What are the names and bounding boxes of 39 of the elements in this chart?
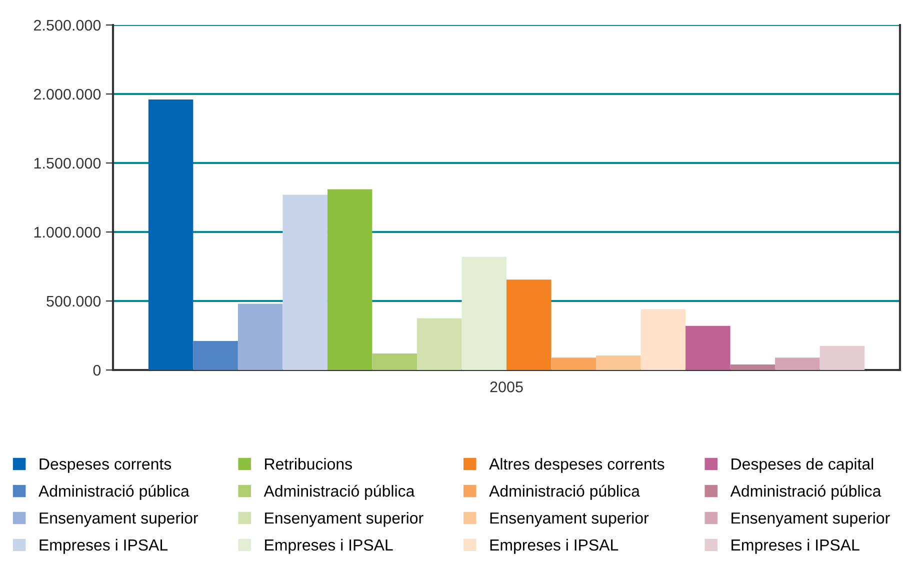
bar bbox=[551, 358, 596, 370]
legend-label: Despeses de capital bbox=[732, 458, 874, 473]
legend-label: Ensenyament superior bbox=[490, 512, 649, 527]
bar bbox=[416, 318, 462, 370]
bar bbox=[327, 189, 372, 370]
legend-label: Administració pública bbox=[38, 484, 190, 500]
bar bbox=[775, 358, 820, 370]
legend-label: Empreses i IPSAL bbox=[490, 538, 618, 554]
legend-label: Empreses i IPSAL bbox=[40, 538, 168, 554]
bar bbox=[148, 100, 194, 370]
bar bbox=[506, 280, 552, 370]
legend-label: Ensenyament superior bbox=[265, 512, 424, 527]
x-tick-label: 2005 bbox=[490, 382, 523, 392]
legend-label: Ensenyament superior bbox=[732, 512, 890, 527]
bar bbox=[193, 341, 238, 370]
bar bbox=[238, 304, 283, 370]
y-tick-label: 500.000 bbox=[46, 296, 101, 307]
bar bbox=[686, 326, 730, 370]
legend-label: Despeses corrents bbox=[40, 458, 172, 473]
legend-label: Administració pública bbox=[489, 484, 640, 500]
bar bbox=[820, 346, 865, 370]
legend-label: Retribucions bbox=[265, 458, 352, 470]
legend-label: Ensenyament superior bbox=[40, 512, 198, 527]
y-tick-label: 2.500.000 bbox=[34, 20, 101, 31]
y-tick-label: 1.500.000 bbox=[34, 158, 101, 169]
y-tick-label: 2.000.000 bbox=[34, 88, 101, 100]
y-tick-label: 0 bbox=[93, 364, 101, 376]
legend-label: Administració pública bbox=[264, 484, 415, 500]
y-tick-label: 1.000.000 bbox=[34, 226, 101, 238]
bar bbox=[462, 256, 506, 370]
legend-label: Empreses i IPSAL bbox=[732, 538, 860, 554]
legend-label: Empreses i IPSAL bbox=[265, 538, 393, 554]
legend-label: Altres despeses corrents bbox=[489, 458, 664, 473]
legend-label: Administració pública bbox=[730, 484, 882, 500]
bar bbox=[730, 364, 776, 370]
bar bbox=[596, 356, 641, 370]
bar bbox=[282, 194, 328, 370]
bar bbox=[640, 309, 686, 370]
bar bbox=[372, 353, 417, 370]
